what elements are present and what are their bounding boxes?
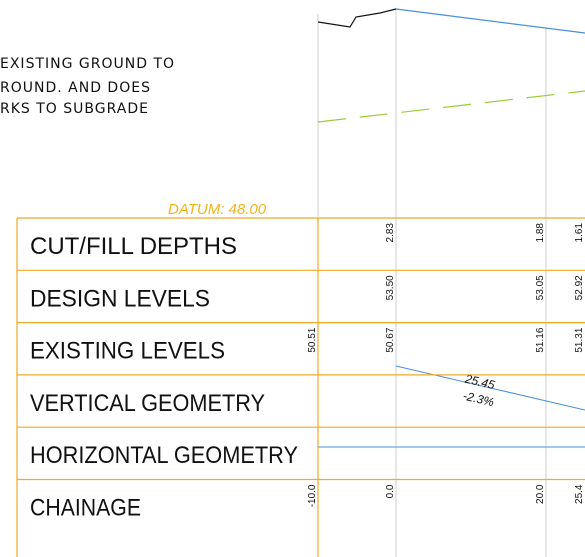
- row-value: -10.0: [307, 484, 318, 507]
- row-value: 53.50: [385, 275, 396, 300]
- row-label: HORIZONTAL GEOMETRY: [30, 442, 298, 469]
- note-line: EXISTING GROUND TO: [0, 56, 175, 72]
- row-label: EXISTING LEVELS: [30, 338, 225, 365]
- row-label: CUT/FILL DEPTHS: [30, 233, 237, 260]
- vertical-grade-line: [395, 365, 585, 411]
- row-value: 1.88: [535, 223, 546, 243]
- row-value: 51.16: [535, 327, 546, 352]
- row-value: 53.05: [535, 275, 546, 300]
- existing-ground: [317, 8, 397, 28]
- row-value: 20.0: [535, 484, 546, 504]
- row-label: VERTICAL GEOMETRY: [30, 390, 265, 417]
- vertical-length: 25.45: [463, 371, 497, 392]
- table: [16, 218, 319, 557]
- datum: DATUM: 48.00: [168, 201, 267, 218]
- row-value: 1.61: [574, 223, 585, 243]
- note-line: ROUND. AND DOES: [0, 80, 151, 96]
- row-value: 52.92: [574, 275, 585, 300]
- vertical-grade: -2.3%: [462, 389, 496, 410]
- design-line: [395, 8, 585, 34]
- row-label: CHAINAGE: [30, 495, 141, 522]
- row-value: 25.4: [574, 484, 585, 504]
- row-value: 2.83: [385, 223, 396, 243]
- row-value: 50.51: [307, 327, 318, 352]
- row-value: 0.0: [385, 484, 396, 498]
- note-line: RKS TO SUBGRADE: [0, 101, 149, 117]
- row-value: 50.67: [385, 327, 396, 352]
- subgrade-line: [317, 90, 585, 123]
- row-value: 51.31: [574, 327, 585, 352]
- row-label: DESIGN LEVELS: [30, 285, 210, 312]
